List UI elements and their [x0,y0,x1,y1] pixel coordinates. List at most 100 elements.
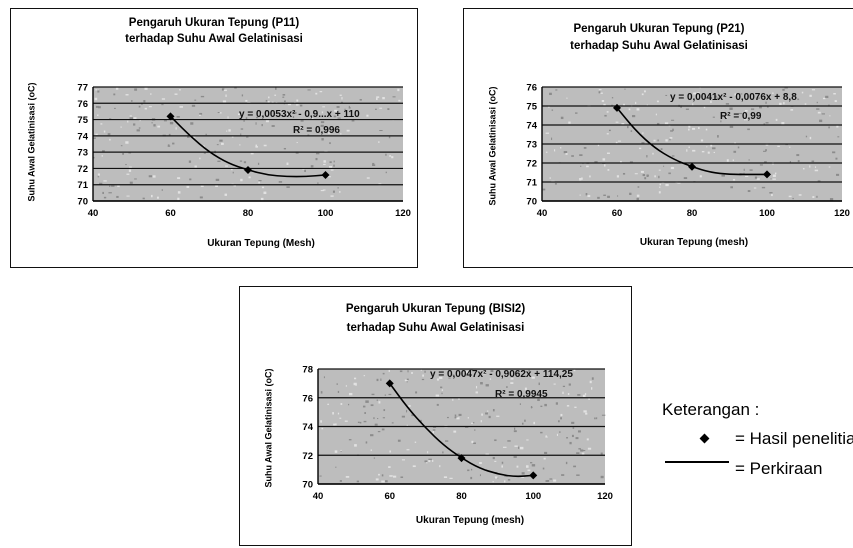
texture-speck [168,133,171,136]
x-tick-label: 120 [395,208,411,219]
texture-speck [504,475,508,477]
texture-speck [706,146,708,148]
texture-speck [753,187,757,189]
texture-speck [226,130,228,132]
texture-speck [315,152,320,155]
texture-speck [480,420,482,423]
texture-speck [233,184,236,187]
texture-speck [514,445,518,447]
texture-speck [228,129,231,132]
texture-speck [454,414,457,417]
y-tick-label: 73 [77,148,88,159]
texture-speck [337,187,339,189]
texture-speck [516,465,519,468]
texture-speck [414,441,417,443]
texture-speck [256,116,259,119]
texture-speck [738,112,742,115]
texture-speck [663,165,665,167]
texture-speck [97,175,99,178]
texture-speck [792,197,794,200]
texture-speck [652,152,654,155]
texture-speck [809,136,812,140]
texture-speck [606,111,609,113]
texture-speck [507,440,511,442]
texture-speck [542,467,545,470]
legend-marker-label: = Hasil penelitian [735,429,853,448]
texture-speck [296,142,298,144]
texture-speck [246,136,249,138]
texture-speck [354,444,357,447]
texture-speck [261,186,265,189]
x-axis-label: Ukuran Tepung (mesh) [639,237,749,248]
texture-speck [200,185,204,187]
texture-speck [415,391,418,394]
texture-speck [658,175,660,179]
texture-speck [634,173,638,175]
texture-speck [426,462,428,464]
texture-speck [594,417,596,420]
texture-speck [594,161,598,163]
texture-speck [117,185,120,188]
r-squared-label: R² = 0,99 [720,111,762,122]
texture-speck [456,417,460,420]
texture-speck [686,149,688,152]
texture-speck [658,191,661,194]
texture-speck [747,128,750,131]
texture-speck [642,132,644,135]
y-tick-label: 72 [526,159,537,170]
texture-speck [389,155,392,157]
texture-speck [131,100,133,102]
texture-speck [677,182,681,184]
texture-speck [161,189,163,191]
texture-speck [100,123,103,125]
texture-speck [128,169,132,172]
texture-speck [562,391,564,395]
texture-speck [797,160,800,163]
texture-speck [637,186,640,188]
texture-speck [615,141,618,144]
texture-speck [668,172,671,175]
texture-speck [286,162,289,165]
texture-speck [777,145,780,148]
texture-speck [475,391,478,394]
texture-speck [389,475,393,477]
texture-speck [329,166,333,169]
texture-speck [744,119,746,121]
texture-speck [609,129,611,132]
texture-speck [834,100,837,103]
texture-speck [475,385,478,389]
texture-speck [322,106,326,108]
texture-speck [763,150,767,152]
texture-speck [494,476,498,479]
chart-subtitle: terhadap Suhu Awal Gelatinisasi [346,322,525,334]
texture-speck [363,420,367,423]
texture-speck [354,377,357,380]
texture-speck [125,163,127,166]
texture-speck [789,161,791,163]
texture-speck [589,380,592,384]
texture-speck [293,112,297,114]
texture-speck [327,403,330,405]
texture-speck [489,378,492,380]
texture-speck [441,392,443,395]
texture-speck [644,177,647,180]
chart-subtitle: terhadap Suhu Awal Gelatinisasi [570,40,748,52]
legend-line-label: = Perkiraan [735,459,823,478]
texture-speck [635,101,637,105]
texture-speck [716,97,720,100]
legend-heading: Keterangan : [662,400,760,419]
texture-speck [581,177,583,180]
texture-speck [545,480,548,482]
texture-speck [770,178,772,180]
texture-speck [829,198,834,201]
texture-speck [355,384,357,386]
texture-speck [544,403,547,407]
texture-speck [337,390,340,393]
x-axis-label: Ukuran Tepung (mesh) [415,515,525,526]
data-point [763,170,771,179]
texture-speck [330,169,334,171]
texture-speck [102,191,104,195]
y-tick-label: 72 [302,451,313,462]
texture-speck [339,417,342,419]
texture-speck [258,181,260,184]
